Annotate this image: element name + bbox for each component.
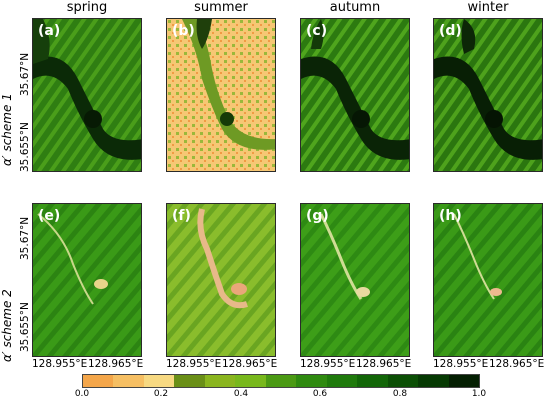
x-tick-128-955-col4: 128.955°E [433,358,489,370]
panel-label-b: (b) [172,23,195,39]
column-title-autumn: autumn [329,0,381,15]
column-title-winter: winter [467,0,509,15]
x-tick-128-965-col2: 128.965°E [222,358,278,370]
panel-label-a: (a) [38,23,61,39]
colorbar-tick-0-2: 0.2 [153,389,169,399]
column-title-spring: spring [66,0,108,15]
x-tick-128-965-col3: 128.965°E [356,358,412,370]
map-panel-b: (b) [166,18,276,172]
map-panel-a: (a) [32,18,142,172]
x-tick-128-955-col3: 128.955°E [300,358,356,370]
panel-label-f: (f) [172,208,191,224]
colorbar-tick-0-4: 0.4 [233,389,249,399]
colorbar-segment [357,375,388,387]
colorbar-segment [143,375,175,387]
colorbar-segment [83,375,114,387]
colorbar-tick-1-0: 1.0 [471,389,487,399]
colorbar-tick-0-0: 0.0 [74,389,90,399]
panel-label-c: (c) [306,23,328,39]
map-panel-f: (f) [166,203,276,357]
map-panel-c: (c) [300,18,410,172]
x-tick-128-965-col1: 128.965°E [88,358,144,370]
map-panel-e: (e) [32,203,142,357]
colorbar-segment [235,375,266,387]
colorbar-segment [296,375,327,387]
colorbar-segment [265,375,297,387]
y-tick-35-67-row1: 35.67°N [19,52,31,96]
colorbar-segment [326,375,358,387]
x-tick-128-955-col1: 128.955°E [32,358,88,370]
colorbar-segment [113,375,144,387]
panel-label-d: (d) [439,23,462,39]
y-tick-35-67-row2: 35.67°N [19,216,31,260]
colorbar-tick-0-6: 0.6 [312,389,328,399]
x-tick-128-955-col2: 128.955°E [166,358,222,370]
column-title-summer: summer [194,0,248,15]
x-tick-128-965-col4: 128.965°E [489,358,545,370]
colorbar-tick-0-8: 0.8 [392,389,408,399]
colorbar-segment [448,375,480,387]
panel-label-h: (h) [439,208,462,224]
map-panel-d: (d) [433,18,543,172]
panel-label-g: (g) [306,208,329,224]
map-panel-h: (h) [433,203,543,357]
colorbar-segment [204,375,236,387]
map-panel-g: (g) [300,203,410,357]
y-tick-35-655-row1: 35.655°N [19,122,31,172]
colorbar-segment [418,375,449,387]
panel-label-e: (e) [38,208,61,224]
y-tick-35-655-row2: 35.655°N [19,302,31,352]
colorbar [82,374,480,388]
colorbar-segment [387,375,419,387]
colorbar-segment [174,375,205,387]
